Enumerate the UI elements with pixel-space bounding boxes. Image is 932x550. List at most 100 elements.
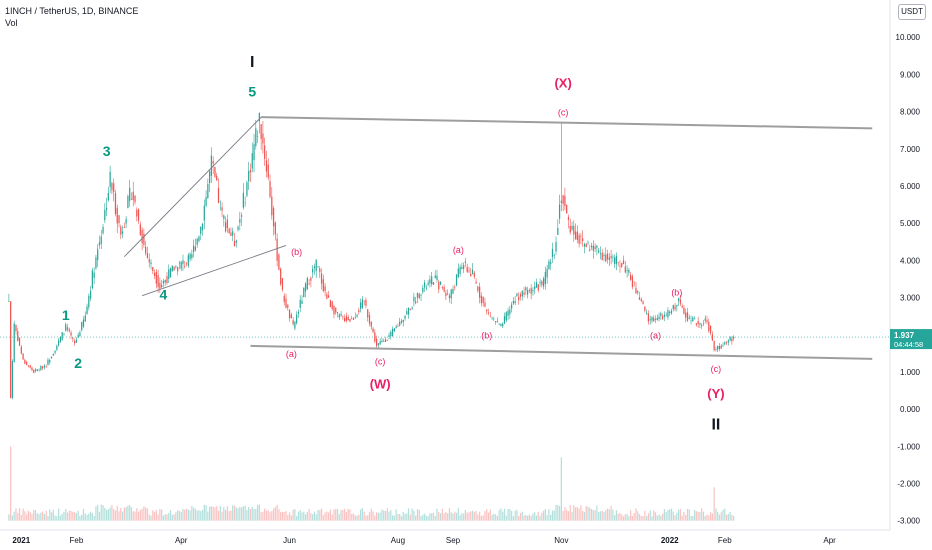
- candle: [693, 318, 696, 320]
- candle: [704, 318, 706, 321]
- volume-bar: [59, 515, 62, 521]
- candle: [564, 195, 566, 207]
- candle: [605, 254, 607, 262]
- volume-bar: [137, 511, 140, 521]
- candle: [207, 184, 209, 199]
- volume-bar: [58, 508, 60, 521]
- candle: [352, 318, 355, 320]
- volume-bar: [644, 510, 646, 521]
- volume-bar: [628, 516, 630, 521]
- candle: [416, 292, 419, 298]
- candle: [692, 317, 694, 322]
- volume-bar: [116, 505, 118, 521]
- volume-bar: [661, 513, 664, 521]
- candle: [695, 323, 697, 325]
- volume-bar: [157, 514, 159, 521]
- volume-bar: [255, 508, 257, 521]
- candle: [42, 366, 44, 369]
- volume-bar: [294, 509, 296, 521]
- volume-bar: [49, 509, 51, 521]
- volume-bar: [196, 510, 198, 521]
- volume-bar: [409, 514, 411, 521]
- candle: [354, 317, 356, 318]
- candle: [52, 353, 54, 356]
- candle: [342, 316, 344, 317]
- volume-bar: [432, 512, 435, 521]
- candle: [477, 286, 479, 291]
- candle: [269, 181, 271, 197]
- volume-bar: [590, 508, 593, 521]
- candle: [274, 222, 276, 235]
- candle: [89, 290, 92, 299]
- wave-label: (b): [481, 330, 492, 340]
- wave-label: (W): [370, 377, 391, 392]
- candle: [226, 219, 229, 229]
- candle: [471, 269, 474, 274]
- volume-bar: [221, 511, 223, 521]
- volume-bar: [148, 514, 150, 521]
- volume-bar: [324, 512, 326, 521]
- candle: [399, 321, 401, 326]
- candle: [507, 310, 509, 316]
- volume-bar: [420, 516, 422, 521]
- candle: [468, 270, 470, 272]
- candle: [676, 304, 678, 307]
- candle: [464, 261, 467, 263]
- volume-bar: [27, 510, 30, 521]
- volume-bar: [665, 511, 667, 521]
- volume-bar: [258, 504, 260, 521]
- volume-bar: [713, 487, 715, 521]
- candle: [73, 341, 76, 344]
- candle: [219, 201, 221, 203]
- volume-bar: [450, 512, 452, 521]
- candle: [120, 226, 122, 235]
- volume-bar: [381, 509, 383, 521]
- volume-bar: [36, 513, 38, 521]
- candle: [146, 253, 149, 259]
- volume-bar: [313, 511, 316, 521]
- wave-label: (c): [375, 356, 386, 366]
- volume-bar: [193, 507, 195, 521]
- candle: [530, 288, 532, 294]
- candle: [372, 328, 374, 333]
- candle: [526, 289, 529, 295]
- candle: [256, 135, 259, 137]
- candle: [33, 369, 35, 373]
- volume-bar: [237, 508, 239, 521]
- candle: [715, 348, 717, 350]
- volume-bar: [351, 514, 353, 521]
- volume-bar: [415, 515, 417, 521]
- volume-bar: [328, 512, 330, 521]
- candle: [384, 339, 387, 342]
- candle: [116, 207, 118, 224]
- y-tick-label: -3.000: [897, 517, 920, 526]
- volume-bar: [688, 509, 690, 521]
- volume-bar: [384, 511, 387, 521]
- currency-button[interactable]: USDT: [898, 4, 926, 20]
- candle: [11, 361, 14, 398]
- candle: [171, 265, 173, 272]
- wave-label: 2: [74, 355, 82, 371]
- candle: [713, 340, 715, 351]
- volume-bar: [574, 507, 577, 521]
- candle: [308, 283, 310, 285]
- candle: [86, 306, 88, 315]
- volume-bar: [322, 515, 324, 521]
- candle: [66, 327, 69, 330]
- candle: [553, 255, 555, 256]
- candle: [589, 249, 591, 251]
- x-tick-label: Apr: [823, 536, 836, 545]
- volume-bar: [194, 508, 197, 521]
- volume-bar: [672, 511, 674, 521]
- volume-bar: [669, 509, 671, 521]
- candle: [31, 367, 33, 371]
- volume-bar: [653, 510, 655, 521]
- volume-bar: [347, 508, 349, 521]
- volume-bar: [459, 515, 461, 521]
- candle: [457, 268, 459, 278]
- volume-bar: [182, 508, 184, 521]
- volume-bar: [518, 515, 520, 521]
- volume-bar: [708, 515, 710, 521]
- candle: [82, 319, 85, 327]
